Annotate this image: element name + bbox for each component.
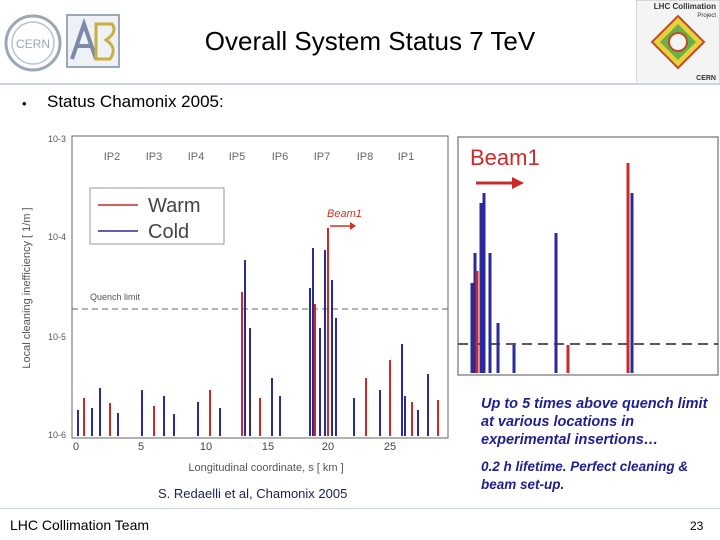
footer-divider — [0, 508, 720, 509]
cern-logo: CERN — [4, 14, 62, 72]
x-tick-20: 20 — [322, 441, 334, 453]
bullet-symbol: • — [22, 96, 27, 111]
lhc-logo-title: LHC Collimation — [654, 2, 716, 11]
ip-label-ip2: IP2 — [104, 151, 121, 163]
x-tick-15: 15 — [262, 441, 274, 453]
page-number: 23 — [690, 519, 704, 533]
header-divider — [0, 83, 720, 85]
ab-department-logo — [66, 14, 120, 68]
loss-spikes — [77, 228, 439, 436]
x-axis-label: Longitudinal coordinate, s [ km ] — [188, 462, 343, 474]
note-lifetime: 0.2 h lifetime. Perfect cleaning & beam … — [481, 459, 689, 492]
plot-frame — [71, 135, 449, 439]
legend-box — [89, 187, 225, 245]
y-tick-1e-5: 10-5 — [48, 332, 66, 342]
inset-beam1-label: Beam1 — [470, 145, 540, 170]
ip-label-ip5: IP5 — [229, 151, 246, 163]
ip-label-ip7: IP7 — [314, 151, 331, 163]
ip-label-ip6: IP6 — [272, 151, 289, 163]
ip-label-ip3: IP3 — [146, 151, 163, 163]
cern-logo-text: CERN — [16, 37, 50, 51]
footer-team: LHC Collimation Team — [10, 517, 150, 533]
y-tick-1e-4: 10-4 — [48, 232, 66, 242]
ip-label-ip1: IP1 — [398, 151, 415, 163]
beam1-arrow-head — [350, 222, 356, 230]
page-title: Overall System Status 7 TeV — [204, 26, 536, 56]
inset-arrow-head — [512, 177, 524, 189]
bullet-text: Status Chamonix 2005: — [47, 92, 224, 111]
x-tick-0: 0 — [73, 441, 79, 453]
note-quench: Up to 5 times above quench limit at vari… — [481, 396, 708, 448]
lhc-logo-sub: Project — [697, 13, 716, 19]
credit-text: S. Redaelli et al, Chamonix 2005 — [158, 486, 348, 501]
ip-label-ip4: IP4 — [188, 151, 205, 163]
y-tick-1e-3: 10-3 — [48, 134, 66, 144]
beam1-label: Beam1 — [327, 208, 362, 220]
quench-limit-label: Quench limit — [90, 292, 141, 302]
inset-frame — [457, 136, 719, 376]
inset-zoom-plot: Beam1 — [456, 133, 720, 381]
y-axis-label: Local cleaning inefficiency [ 1/m ] — [21, 207, 33, 368]
legend-cold-label: Cold — [148, 221, 189, 243]
legend-warm-label: Warm — [148, 195, 201, 217]
x-tick-10: 10 — [200, 441, 212, 453]
lhc-logo-cern: CERN — [696, 75, 716, 82]
lhc-collimation-logo: LHC Collimation Project CERN — [636, 0, 720, 84]
inset-loss-spikes — [470, 163, 634, 373]
x-tick-25: 25 — [384, 441, 396, 453]
ip-label-ip8: IP8 — [357, 151, 374, 163]
x-tick-5: 5 — [138, 441, 144, 453]
y-tick-1e-6: 10-6 — [48, 430, 66, 440]
main-plot: Local cleaning inefficiency [ 1/m ] 10-3… — [14, 128, 454, 480]
